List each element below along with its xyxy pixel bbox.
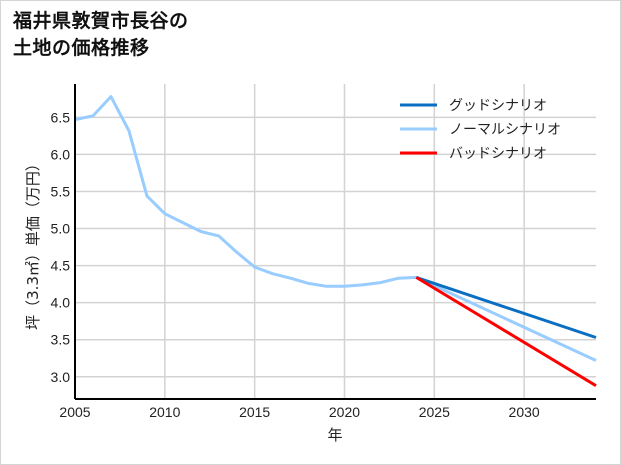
legend-label: バッドシナリオ	[449, 146, 547, 162]
y-tick-label: 4.0	[51, 295, 71, 311]
y-axis-label: 坪（3.3㎡）単価（万円）	[24, 156, 42, 330]
y-tick-label: 4.5	[51, 258, 71, 274]
y-tick-label: 6.0	[51, 146, 71, 162]
data-series	[74, 95, 597, 387]
legend-label: ノーマルシナリオ	[449, 122, 561, 138]
y-tick-label: 3.5	[51, 332, 71, 348]
y-tick-label: 5.5	[51, 183, 71, 199]
chart-title: 福井県敦賀市長谷の 土地の価格推移	[13, 8, 189, 62]
x-tick-label: 2025	[419, 404, 450, 420]
title-line-2: 土地の価格推移	[13, 37, 150, 59]
x-tick-label: 2020	[329, 404, 360, 420]
x-tick-label: 2030	[509, 404, 540, 420]
series-line-0	[415, 275, 597, 339]
x-axis-label: 年	[327, 426, 342, 444]
x-tick-label: 2015	[239, 404, 270, 420]
x-tick-label: 2010	[149, 404, 180, 420]
title-line-1: 福井県敦賀市長谷の	[13, 10, 189, 32]
series-line-1	[74, 95, 597, 362]
y-tick-label: 5.0	[51, 221, 71, 237]
legend-label: グッドシナリオ	[449, 98, 547, 114]
axes	[74, 84, 596, 400]
x-tick-label: 2005	[59, 404, 90, 420]
y-tick-label: 3.0	[51, 369, 71, 385]
y-tick-label: 6.5	[51, 109, 71, 125]
tick-labels: 2005 2010 2015 2020 2025 2030 3.0 3.5 4.0 4.5 5.0 5…	[51, 109, 540, 420]
series-line-2	[415, 276, 597, 387]
